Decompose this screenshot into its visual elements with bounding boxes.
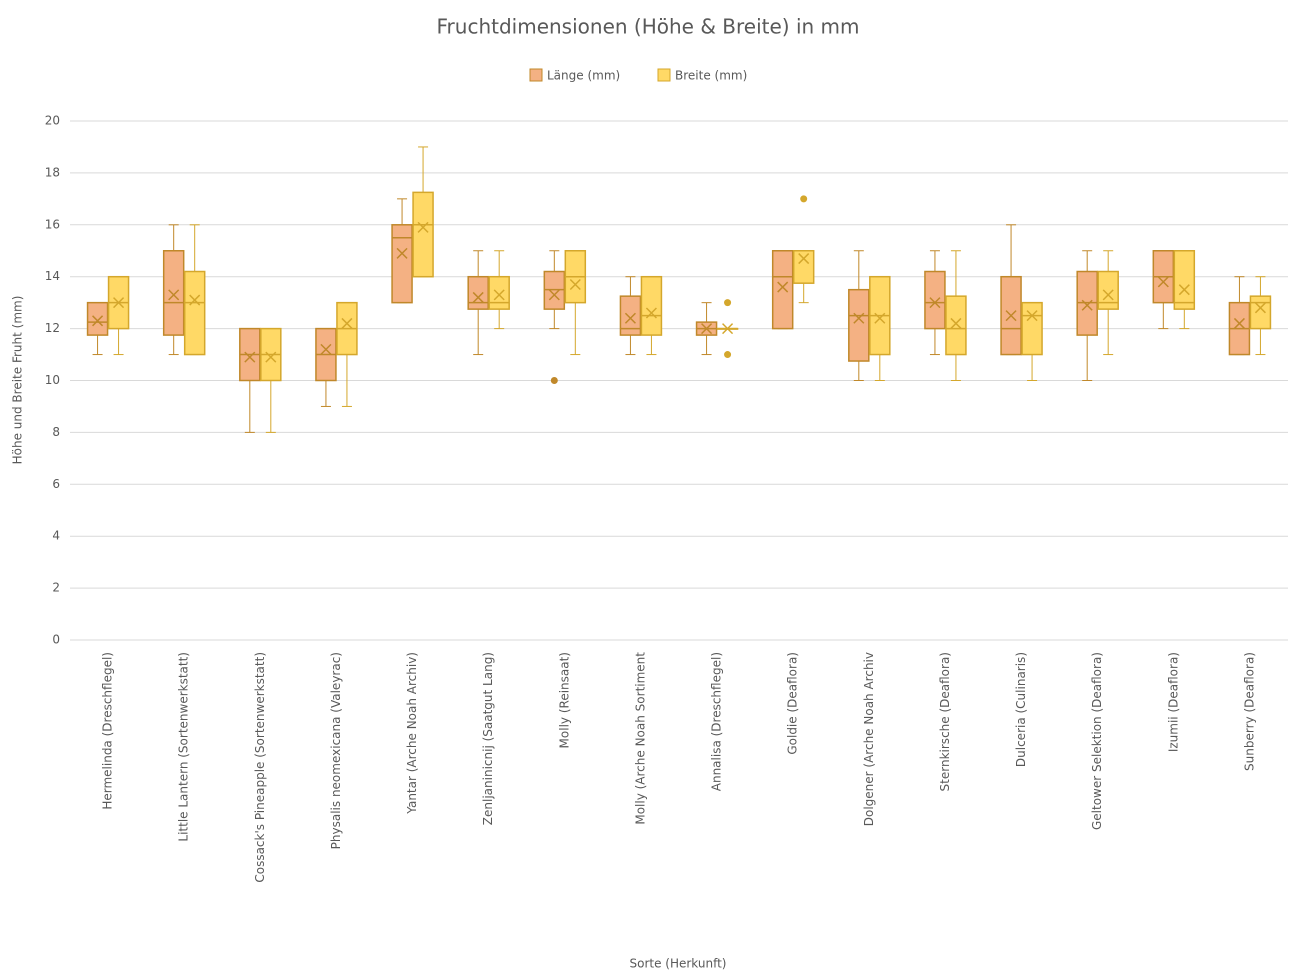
mean-marker (624, 312, 636, 324)
mean-marker (92, 315, 104, 327)
mean-marker (168, 289, 180, 301)
mean-marker (1005, 310, 1017, 322)
box (183, 270, 206, 356)
box (86, 301, 109, 336)
x-tick-label: Zenljaninicnij (Saatgut Lang) (481, 652, 495, 825)
outlier (724, 299, 732, 307)
x-tick-label: Annalisa (Dreschflegel) (710, 652, 724, 791)
box (771, 250, 794, 330)
x-tick-label: Physalis neomexicana (Valeyrac) (329, 652, 343, 849)
mean-marker (853, 312, 865, 324)
mean-marker (874, 312, 886, 324)
mean-marker (417, 221, 429, 233)
mean-marker (1157, 276, 1169, 288)
mean-marker (189, 294, 201, 306)
x-tick-label: Dolgener (Arche Noah Archiv (862, 652, 876, 826)
box (848, 288, 870, 362)
box (412, 191, 434, 278)
y-tick-label: 4 (52, 529, 60, 543)
mean-marker (1026, 310, 1038, 322)
mean-marker (701, 323, 713, 335)
mean-marker (722, 323, 734, 335)
x-tick-label: Cossack's Pineapple (Sortenwerkstatt) (253, 652, 267, 883)
box (792, 250, 815, 284)
y-tick-label: 2 (52, 581, 60, 595)
legend-swatch (657, 68, 671, 82)
mean-marker (950, 317, 962, 329)
x-axis-title: Sorte (Herkunft) (629, 957, 726, 971)
outlier (724, 351, 732, 359)
legend-swatch (529, 68, 543, 82)
x-tick-label: Izumii (Deaflora) (1166, 652, 1180, 752)
mean-marker (472, 291, 484, 303)
mean-marker (341, 317, 353, 329)
y-tick-label: 14 (45, 269, 60, 283)
mean-marker (244, 351, 256, 363)
x-tick-label: Molly (Reinsaat) (557, 652, 571, 748)
box (640, 275, 663, 336)
mean-marker (113, 297, 125, 309)
box (162, 250, 185, 336)
x-tick-label: Dulceria (Culinaris) (1014, 652, 1028, 767)
box (924, 270, 946, 330)
mean-marker (1254, 302, 1266, 314)
mean-marker (548, 289, 560, 301)
outlier (550, 377, 558, 384)
y-tick-label: 20 (45, 114, 60, 128)
mean-marker (1102, 289, 1114, 301)
y-tick-label: 0 (52, 633, 60, 647)
x-tick-label: Little Lantern (Sortenwerkstatt) (177, 652, 191, 842)
mean-marker (777, 281, 789, 293)
mean-marker (798, 253, 810, 265)
mean-marker (1178, 284, 1190, 296)
mean-marker (1233, 317, 1245, 329)
legend-label: Breite (mm) (675, 69, 747, 83)
mean-marker (396, 247, 408, 259)
x-tick-label: Molly (Arche Noah Sortiment (633, 652, 647, 825)
box (467, 275, 489, 310)
box (391, 224, 413, 304)
x-tick-label: Yantar (Arche Noah Archiv) (405, 652, 419, 815)
box (1249, 295, 1272, 330)
x-tick-label: Sunberry (Deaflora) (1242, 652, 1256, 771)
box (488, 275, 510, 310)
x-tick-label: Sternkirsche (Deaflora) (938, 652, 952, 791)
y-axis-title: Höhe und Breite Fruht (mm) (11, 296, 25, 465)
box (619, 295, 642, 336)
x-tick-label: Goldie (Deaflora) (786, 652, 800, 755)
mean-marker (265, 351, 277, 363)
mean-marker (929, 297, 941, 309)
y-tick-label: 8 (52, 425, 60, 439)
box (1021, 301, 1043, 356)
mean-marker (320, 343, 332, 355)
legend-label: Länge (mm) (547, 69, 620, 83)
mean-marker (645, 307, 657, 319)
chart-title: Fruchtdimensionen (Höhe & Breite) in mm (437, 15, 860, 39)
x-tick-label: Geltower Selektion (Deaflora) (1090, 652, 1104, 830)
box (945, 295, 967, 356)
x-tick-label: Hermelinda (Dreschflegel) (101, 652, 115, 810)
y-tick-label: 10 (45, 373, 60, 387)
box (1173, 250, 1196, 310)
y-tick-label: 6 (52, 477, 60, 491)
y-tick-label: 16 (45, 217, 60, 231)
mean-marker (493, 289, 505, 301)
mean-marker (569, 278, 581, 291)
outlier (800, 195, 808, 203)
y-tick-label: 18 (45, 165, 60, 179)
box (1097, 270, 1119, 310)
mean-marker (1081, 299, 1093, 311)
y-tick-label: 12 (45, 321, 60, 335)
